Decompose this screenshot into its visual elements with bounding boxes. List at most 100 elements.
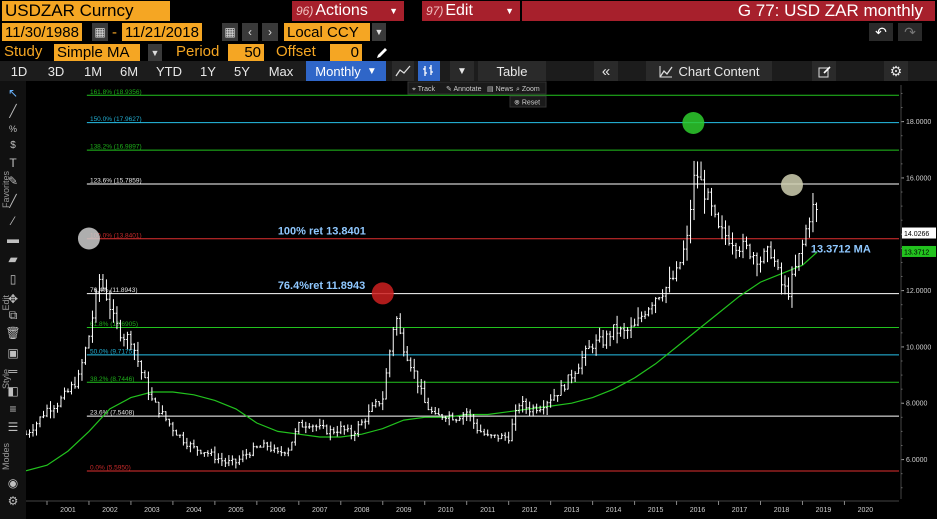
x-tick-label: 2013 <box>564 507 580 514</box>
annotate-tool[interactable]: ✎ Annotate <box>446 86 482 93</box>
table-button[interactable]: Table <box>478 61 546 81</box>
bar-tool-icon[interactable]: ▯ <box>9 272 17 286</box>
cursor-icon[interactable]: ↖ <box>7 86 19 100</box>
edit-chart-icon[interactable] <box>812 61 836 81</box>
zoom-tool[interactable]: ⌕ Zoom <box>516 86 540 93</box>
period-3d-button[interactable]: 3D <box>47 63 65 79</box>
caret-down-icon[interactable]: ▼ <box>148 44 162 62</box>
period-input[interactable]: 50 <box>228 44 264 61</box>
fib-levels: 0.0% (5.5950) 23.6% (7.5408) 38.2% (8.7446… <box>86 89 899 472</box>
width-style-icon[interactable]: ☰ <box>7 420 19 434</box>
style-side-label: Style <box>1 369 11 390</box>
end-date-input[interactable]: 11/21/2018 <box>122 23 202 41</box>
study-select[interactable]: Simple MA <box>54 44 140 61</box>
annotation-label: 13.3712 MA <box>811 244 871 256</box>
y-tick-label: 18.0000 <box>906 119 931 126</box>
start-date-input[interactable]: 11/30/1988 <box>2 23 82 41</box>
period-5y-button[interactable]: 5Y <box>234 63 250 79</box>
chart-content-button[interactable]: Chart Content <box>646 61 772 81</box>
hline-tool-icon[interactable]: ▬ <box>7 232 19 246</box>
calendar-icon[interactable]: ▦ <box>222 23 238 41</box>
caret-down-icon: ▼ <box>389 6 398 16</box>
actions-label: Actions <box>315 2 368 19</box>
chart-type-caret-icon[interactable]: ▼ <box>450 61 474 81</box>
line-style-icon[interactable]: ═ <box>8 364 18 378</box>
fib-level-label: 38.2% (8.7446) <box>90 376 134 383</box>
axes-group: 6.00008.000010.000012.000014.000016.0000… <box>26 85 936 514</box>
line-draw-icon[interactable]: ╱ <box>9 104 17 118</box>
fib-level-label: 50.0% (9.7175) <box>90 348 134 355</box>
period-1d-button[interactable]: 1D <box>10 63 28 79</box>
delete-tool-icon[interactable]: 🗑 <box>5 326 21 340</box>
actions-menu[interactable]: 96) Actions ▼ <box>292 1 404 21</box>
news-tool[interactable]: ▤ News <box>487 86 514 93</box>
pen-tool-icon[interactable]: ✎ <box>7 174 19 188</box>
color-tool-icon[interactable]: ◧ <box>7 384 19 398</box>
gear-mode-icon[interactable]: ⚙ <box>7 494 19 508</box>
channel-tool-icon[interactable]: ▰ <box>8 252 18 266</box>
track-tool[interactable]: ⌖ Track <box>412 86 436 93</box>
price-chart[interactable]: 0.0% (5.5950) 23.6% (7.5408) 38.2% (8.7446… <box>26 81 937 519</box>
period-ytd-button[interactable]: YTD <box>156 63 182 79</box>
period-6m-button[interactable]: 6M <box>119 63 139 79</box>
x-tick-label: 2006 <box>270 507 286 514</box>
caret-down-icon[interactable]: ▼ <box>372 23 386 41</box>
line-chart-icon[interactable] <box>392 61 414 81</box>
x-tick-label: 2004 <box>186 507 202 514</box>
fib-level-label: 161.8% (18.9356) <box>90 89 142 96</box>
undo-icon[interactable]: ↶ <box>869 23 893 41</box>
calendar-icon[interactable]: ▦ <box>92 23 108 41</box>
ticker-field[interactable]: USDZAR Curncy <box>2 1 170 21</box>
fib-level-label: 61.8% (10.6905) <box>90 321 138 328</box>
last-ma-box <box>902 245 936 257</box>
bar-chart-icon[interactable] <box>418 61 440 81</box>
text-tool-icon[interactable]: T <box>9 156 17 170</box>
x-tick-label: 2001 <box>60 507 76 514</box>
brush-tool-icon[interactable]: ⁄ <box>11 214 14 228</box>
percent-tool-icon[interactable]: % <box>8 124 17 134</box>
period-max-button[interactable]: Max <box>268 63 294 79</box>
x-tick-label: 2011 <box>480 507 495 514</box>
fib-level-label: 23.6% (7.5408) <box>90 410 134 417</box>
y-tick-label: 16.0000 <box>906 175 931 182</box>
settings-gear-icon[interactable]: ⚙ <box>884 61 908 81</box>
frequency-select[interactable]: Monthly ▼ <box>306 61 386 81</box>
x-tick-label: 2012 <box>522 507 538 514</box>
chart-tools-popover: ⌖ Track ✎ Annotate ▤ News ⌕ Zoom ⊗ Reset <box>407 81 547 108</box>
period-1m-button[interactable]: 1M <box>83 63 103 79</box>
fib-level-label: 76.4% (11.8943) <box>90 287 138 294</box>
edit-number: 97) <box>426 4 444 18</box>
caret-down-icon: ▼ <box>505 6 514 16</box>
study-label: Study <box>4 43 43 60</box>
copy-tool-icon[interactable]: ⧉ <box>8 307 18 322</box>
dash-style-icon[interactable]: ≡ <box>9 402 17 416</box>
dollar-tool-icon[interactable]: $ <box>10 139 16 151</box>
price-bars-group <box>26 160 818 469</box>
edit-menu[interactable]: 97) Edit ▼ <box>422 1 520 21</box>
frequency-label: Monthly <box>315 63 361 79</box>
trend-tool-icon[interactable]: ╱ <box>9 194 17 208</box>
x-tick-label: 2007 <box>312 507 328 514</box>
modes-side-label: Modes <box>1 443 11 471</box>
header-bar: USDZAR Curncy 96) Actions ▼ 97) Edit ▼ G… <box>0 0 937 22</box>
chevron-left-icon[interactable]: ‹ <box>242 23 258 41</box>
y-tick-label: 12.0000 <box>906 288 931 295</box>
period-1y-button[interactable]: 1Y <box>200 63 216 79</box>
edit-side-label: Edit <box>1 295 11 311</box>
redo-icon[interactable]: ↷ <box>898 23 922 41</box>
popover-bg <box>407 81 547 95</box>
fill-tool-icon[interactable]: ▣ <box>7 346 19 360</box>
annotation-label: 76.4%ret 11.8943 <box>278 280 365 292</box>
chevron-right-icon[interactable]: › <box>262 23 278 41</box>
reset-button[interactable]: ⊗ Reset <box>514 100 540 107</box>
offset-input[interactable]: 0 <box>330 44 362 61</box>
last-ma-label: 13.3712 <box>904 249 929 256</box>
pencil-icon[interactable] <box>374 45 390 61</box>
last-price-label: 14.0266 <box>904 231 929 238</box>
collapse-icon[interactable]: « <box>594 61 618 81</box>
chart-toolbar: 1D 3D 1M 6M YTD 1Y 5Y Max Monthly ▼ ▼ Ta… <box>0 61 937 81</box>
move-tool-icon[interactable]: ✥ <box>7 292 19 306</box>
mode-tool-icon[interactable]: ◉ <box>7 476 19 490</box>
currency-select[interactable]: Local CCY <box>284 23 370 41</box>
highlight-circle-marker <box>682 112 705 135</box>
